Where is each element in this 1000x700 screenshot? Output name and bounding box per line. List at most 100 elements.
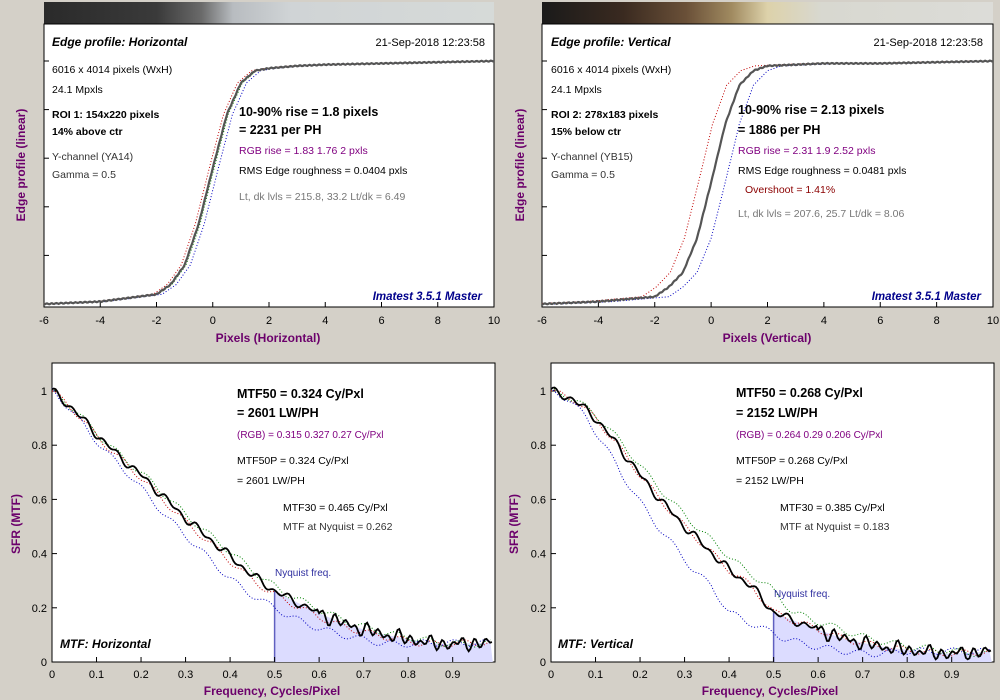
nyquist-label: Nyquist freq. xyxy=(774,589,830,600)
mtf50: MTF50 = 0.268 Cy/Pxl xyxy=(736,386,863,400)
x-tick-label: 6 xyxy=(378,315,384,327)
mtf50p: MTF50P = 0.324 Cy/Pxl xyxy=(237,455,349,467)
x-tick-label: 0.4 xyxy=(721,669,736,681)
y-tick-label: 0.8 xyxy=(32,440,47,452)
mtf-lwph-p: = 2152 LW/PH xyxy=(736,475,804,487)
channel-curve xyxy=(550,389,990,658)
mtf-curve xyxy=(550,386,992,661)
mtf30: MTF30 = 0.385 Cy/Pxl xyxy=(780,502,885,514)
mtf-nyquist-value: MTF at Nyquist = 0.183 xyxy=(780,521,890,533)
edge-info-line: Y-channel (YA14) xyxy=(52,151,133,163)
mtf-curves: 0 0.1 0.2 0.3 0.4 0.5 0.6 0.7 0.8 0.9 0 0.2 0.4 0.6 0.… xyxy=(531,386,992,681)
x-tick-label: -4 xyxy=(95,315,105,327)
x-tick-label: 0.5 xyxy=(766,669,781,681)
edge-date: 21-Sep-2018 12:23:58 xyxy=(874,37,983,49)
y-tick-label: 0 xyxy=(41,657,47,669)
edge-date: 21-Sep-2018 12:23:58 xyxy=(376,37,485,49)
x-tick-label: 0.8 xyxy=(900,669,915,681)
x-tick-label: 8 xyxy=(934,315,940,327)
edge-rise: 10-90% rise = 2.13 pixels xyxy=(738,103,884,117)
mtf-xlabel: Frequency, Cycles/Pixel xyxy=(204,684,341,698)
edge-per-ph: = 2231 per PH xyxy=(239,123,321,137)
edge-per-ph: = 1886 per PH xyxy=(738,123,820,137)
x-tick-label: 0 xyxy=(210,315,216,327)
x-tick-label: 2 xyxy=(764,315,770,327)
y-tick-label: 0.4 xyxy=(32,549,47,561)
x-tick-label: 0.9 xyxy=(445,669,460,681)
edge-curves: -6 -4 -2 0 2 4 6 8 10 xyxy=(537,59,999,327)
plot-layer: -6 -4 -2 0 2 4 6 8 10 -6 -4 -2 0 2 4 6 8 100 0.1 0.2 0.3 0.4 0… xyxy=(32,2,999,681)
y-tick-label: 0.4 xyxy=(531,549,546,561)
edge-info-line: 15% below ctr xyxy=(551,126,621,138)
y-tick-label: 0.6 xyxy=(32,494,47,506)
mtf-ylabel: SFR (MTF) xyxy=(507,494,521,554)
x-tick-label: -2 xyxy=(650,315,660,327)
plot-area xyxy=(43,23,495,308)
edge-info-line: 6016 x 4014 pixels (WxH) xyxy=(52,64,172,76)
edge-title: Edge profile: Vertical xyxy=(551,35,671,49)
edge-image-strip xyxy=(44,2,494,24)
edge-title: Edge profile: Horizontal xyxy=(52,35,188,49)
edge-info-line: 24.1 Mpxls xyxy=(551,84,602,96)
plot-area xyxy=(541,23,994,308)
edge-rise: 10-90% rise = 1.8 pixels xyxy=(239,105,378,119)
mtf30: MTF30 = 0.465 Cy/Pxl xyxy=(283,502,388,514)
x-tick-label: 0 xyxy=(548,669,554,681)
x-tick-label: 6 xyxy=(877,315,883,327)
x-tick-label: 0 xyxy=(708,315,714,327)
plot-area xyxy=(51,362,496,663)
mtf-lwph-p: = 2601 LW/PH xyxy=(237,475,305,487)
x-tick-label: 0.7 xyxy=(356,669,371,681)
edge-curves: -6 -4 -2 0 2 4 6 8 10 xyxy=(39,59,500,327)
x-tick-label: 0.1 xyxy=(89,669,104,681)
x-tick-label: -4 xyxy=(593,315,603,327)
mtf-xlabel: Frequency, Cycles/Pixel xyxy=(702,684,839,698)
beyond-nyquist-fill xyxy=(274,591,493,662)
mtf-lwph: = 2601 LW/PH xyxy=(237,406,319,420)
edge-info-line: Gamma = 0.5 xyxy=(551,169,615,181)
nyquist-label: Nyquist freq. xyxy=(275,568,331,579)
mtf-ylabel: SFR (MTF) xyxy=(9,494,23,554)
x-tick-label: 0.3 xyxy=(178,669,193,681)
mtf-panel-vertical: MTF50 = 0.268 Cy/Pxl = 2152 LW/PH (RGB) … xyxy=(507,386,890,698)
y-tick-label: 0.6 xyxy=(531,494,546,506)
edge-rms: RMS Edge roughness = 0.0481 pxls xyxy=(738,165,906,177)
beyond-nyquist-fill xyxy=(773,612,992,662)
x-tick-label: 0 xyxy=(49,669,55,681)
edge-info-line: Y-channel (YB15) xyxy=(551,151,633,163)
edge-overshoot: Overshoot = 1.41% xyxy=(745,184,835,196)
channel-curve xyxy=(51,387,491,648)
edge-panel-horizontal: Edge profile: Horizontal 21-Sep-2018 12:… xyxy=(14,35,485,345)
mtf-curves: 0 0.1 0.2 0.3 0.4 0.5 0.6 0.7 0.8 0.9 0 0.2 0.4 0.6 0.… xyxy=(32,386,493,681)
y-tick-label: 1 xyxy=(41,386,47,398)
mtf-lwph: = 2152 LW/PH xyxy=(736,406,818,420)
edge-info-line: 14% above ctr xyxy=(52,126,123,138)
edge-info-line: ROI 2: 278x183 pixels xyxy=(551,109,659,121)
channel-curve xyxy=(550,387,990,657)
edge-info-line: 24.1 Mpxls xyxy=(52,84,103,96)
edge-info-line: ROI 1: 154x220 pixels xyxy=(52,109,160,121)
x-tick-label: 0.8 xyxy=(401,669,416,681)
x-tick-label: 0.3 xyxy=(677,669,692,681)
mtf50: MTF50 = 0.324 Cy/Pxl xyxy=(237,387,364,401)
edge-rms: RMS Edge roughness = 0.0404 pxls xyxy=(239,165,407,177)
edge-levels: Lt, dk lvls = 207.6, 25.7 Lt/dk = 8.06 xyxy=(738,208,905,220)
x-tick-label: 0.7 xyxy=(855,669,870,681)
mtf-corner-label: MTF: Horizontal xyxy=(60,637,151,651)
channel-curve xyxy=(51,387,491,648)
x-tick-label: 0.6 xyxy=(311,669,326,681)
x-tick-label: -6 xyxy=(537,315,547,327)
edge-ylabel: Edge profile (linear) xyxy=(513,109,527,222)
x-tick-label: 0.2 xyxy=(632,669,647,681)
edge-info-line: 6016 x 4014 pixels (WxH) xyxy=(551,64,671,76)
edge-curve xyxy=(541,59,994,306)
x-tick-label: 8 xyxy=(435,315,441,327)
x-tick-label: 4 xyxy=(821,315,827,327)
x-tick-label: 4 xyxy=(322,315,328,327)
y-tick-label: 0.2 xyxy=(531,603,546,615)
y-tick-label: 0.8 xyxy=(531,440,546,452)
mtf-corner-label: MTF: Vertical xyxy=(558,637,634,651)
brand-label: Imatest 3.5.1 Master xyxy=(373,291,483,303)
edge-xlabel: Pixels (Horizontal) xyxy=(216,331,321,345)
